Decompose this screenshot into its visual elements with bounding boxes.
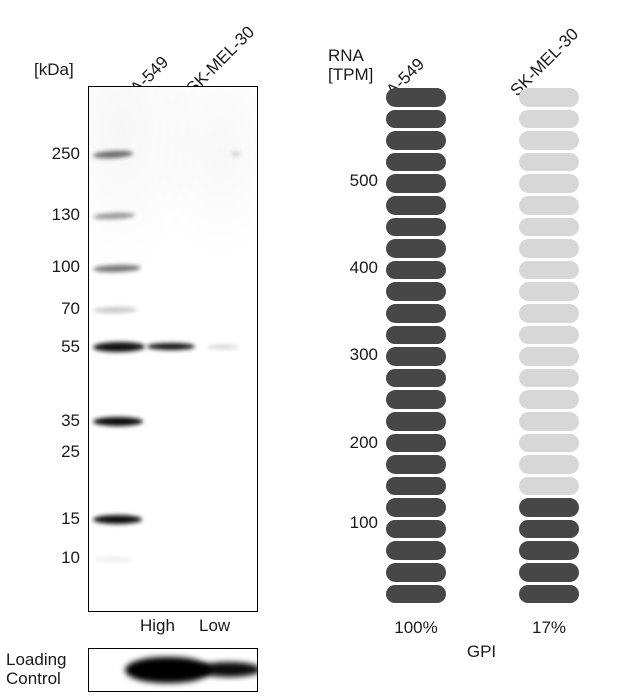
rna-bar-segment — [519, 109, 579, 129]
mw-marker-100: 100 — [51, 257, 80, 276]
rna-bar-segment — [519, 347, 579, 366]
rna-bar-segment — [519, 195, 579, 215]
rna-percent-skmel30: 17% — [531, 618, 567, 637]
gene-name-label: GPI — [466, 642, 497, 661]
rna-bar-segment — [519, 174, 579, 193]
rna-bar-segment — [386, 541, 446, 561]
rna-bar-segment — [386, 390, 446, 409]
rna-bar-segment — [519, 519, 579, 539]
rna-bar-segment — [386, 455, 446, 474]
loading-control-label-line1: Loading — [6, 650, 67, 669]
mw-marker-10: 10 — [61, 548, 80, 567]
loading-control-band — [125, 657, 257, 683]
rna-bar-segment — [386, 131, 446, 150]
western-blot-band — [207, 345, 239, 349]
western-blot-band — [93, 417, 143, 426]
rna-axis-tick-500: 500 — [349, 171, 378, 190]
rna-bar-segment — [386, 174, 446, 193]
rna-bar-segment — [519, 411, 579, 431]
mw-marker-35: 35 — [61, 411, 80, 430]
rna-axis-tick-200: 200 — [349, 433, 378, 452]
mw-marker-130: 130 — [51, 205, 80, 224]
rna-unit-label-line1: RNA — [328, 46, 364, 65]
rna-bar-segment — [519, 303, 579, 323]
rna-bar-skmel30 — [519, 88, 579, 604]
mw-marker-15: 15 — [61, 509, 80, 528]
western-blot-band — [147, 343, 195, 350]
rna-bar-segment — [519, 563, 579, 582]
rna-bar-segment — [519, 239, 579, 258]
rna-bar-segment — [519, 217, 579, 237]
western-blot-panel: [kDa] A-549 SK-MEL-30 250 130 100 70 55 … — [0, 0, 320, 697]
western-blot-membrane — [88, 86, 258, 612]
western-blot-band — [93, 557, 133, 562]
rna-bar-segment — [519, 88, 579, 107]
western-blot-band — [92, 212, 136, 220]
rna-bar-segment — [386, 498, 446, 517]
rna-bar-segment — [519, 282, 579, 301]
rna-bar-segment — [386, 217, 446, 237]
western-blot-unit-label: [kDa] — [34, 60, 74, 79]
rna-bar-segment — [386, 563, 446, 582]
rna-bar-segment — [519, 368, 579, 388]
rna-bar-segment — [519, 498, 579, 517]
loading-control-label: Loading Control — [6, 650, 84, 688]
expression-label-high: High — [140, 616, 175, 635]
loading-control-band-segment — [197, 662, 257, 677]
mw-marker-70: 70 — [61, 299, 80, 318]
rna-bar-segment — [386, 303, 446, 323]
rna-bar-segment — [386, 519, 446, 539]
western-blot-band — [92, 341, 146, 353]
rna-bar-segment — [386, 88, 446, 107]
rna-bar-segment — [386, 433, 446, 453]
rna-bar-a549 — [386, 88, 446, 604]
rna-bar-segment — [386, 584, 446, 604]
mw-marker-55: 55 — [61, 337, 80, 356]
loading-control-band-segment — [125, 657, 211, 683]
rna-bar-segment — [519, 390, 579, 409]
rna-axis-tick-100: 100 — [349, 513, 378, 532]
rna-expression-panel: RNA [TPM] A-549 SK-MEL-30 500 400 300 20… — [320, 0, 643, 697]
loading-control-label-line2: Control — [6, 669, 61, 688]
rna-unit-label: RNA [TPM] — [328, 46, 386, 84]
rna-percent-a549: 100% — [394, 618, 438, 637]
rna-bar-segment — [386, 411, 446, 431]
mw-marker-25: 25 — [61, 442, 80, 461]
rna-bar-segment — [519, 325, 579, 345]
mw-marker-250: 250 — [51, 144, 80, 163]
rna-bar-segment — [386, 325, 446, 345]
western-blot-band — [231, 151, 241, 157]
rna-bar-segment — [519, 260, 579, 280]
rna-bar-segment — [519, 131, 579, 150]
rna-bar-segment — [386, 195, 446, 215]
rna-bar-segment — [519, 476, 579, 496]
rna-bar-segment — [519, 584, 579, 604]
rna-bar-segment — [386, 368, 446, 388]
rna-bar-segment — [386, 347, 446, 366]
western-blot-band — [92, 264, 142, 273]
rna-bar-segment — [386, 152, 446, 172]
rna-unit-label-line2: [TPM] — [328, 65, 374, 84]
rna-bar-segment — [386, 239, 446, 258]
rna-bar-segment — [519, 541, 579, 561]
western-blot-band — [93, 515, 142, 524]
rna-bar-segment — [519, 455, 579, 474]
rna-bar-segment — [519, 433, 579, 453]
rna-bar-segment — [386, 476, 446, 496]
rna-bar-segment — [386, 109, 446, 129]
western-blot-band — [92, 149, 134, 160]
rna-bar-segment — [386, 282, 446, 301]
rna-axis-tick-300: 300 — [349, 345, 378, 364]
rna-bar-segment — [386, 260, 446, 280]
rna-bar-segment — [519, 152, 579, 172]
expression-label-low: Low — [199, 616, 231, 635]
rna-axis-tick-400: 400 — [349, 258, 378, 277]
loading-control-membrane — [88, 648, 258, 692]
western-blot-band — [92, 306, 138, 314]
